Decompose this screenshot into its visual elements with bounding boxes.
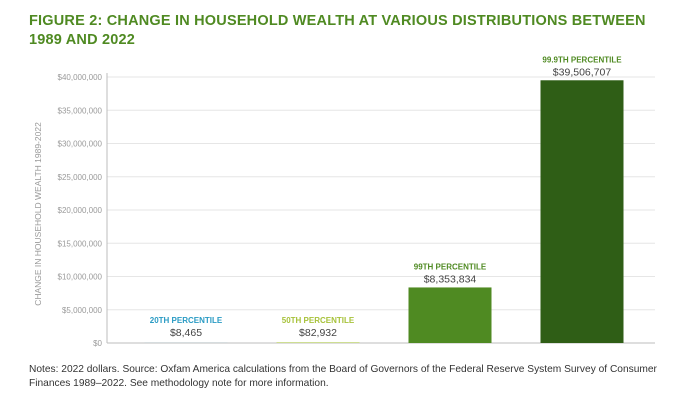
bar — [276, 342, 360, 343]
bar-chart: $0 $5,000,000 $10,000,000 $15,000,000 $20,00… — [33, 55, 655, 348]
y-tick-label: $30,000,000 — [58, 140, 103, 149]
y-axis-label: CHANGE IN HOUSEHOLD WEALTH 1989-2022 — [33, 122, 43, 306]
chart-title: FIGURE 2: CHANGE IN HOUSEHOLD WEALTH AT … — [29, 13, 646, 48]
y-axis-ticks: $0 $5,000,000 $10,000,000 $15,000,000 $20,00… — [58, 73, 103, 348]
bar-category-label: 50TH PERCENTILE — [282, 316, 355, 325]
bars — [144, 80, 624, 343]
y-tick-label: $40,000,000 — [58, 73, 103, 82]
bar — [408, 287, 492, 343]
bar-value-label: $82,932 — [299, 327, 337, 339]
y-tick-label: $15,000,000 — [58, 239, 103, 248]
y-tick-label: $35,000,000 — [58, 106, 103, 115]
bar-value-label: $8,465 — [170, 327, 202, 339]
bar-category-label: 99TH PERCENTILE — [414, 262, 487, 271]
bar-labels: $8,465 20TH PERCENTILE $82,932 50TH PERCENT… — [150, 55, 622, 339]
y-tick-label: $5,000,000 — [62, 306, 103, 315]
y-tick-label: $20,000,000 — [58, 206, 103, 215]
bar-category-label: 20TH PERCENTILE — [150, 316, 223, 325]
y-tick-label: $10,000,000 — [58, 273, 103, 282]
bar-value-label: $39,506,707 — [553, 66, 612, 78]
y-tick-label: $25,000,000 — [58, 173, 103, 182]
bar-value-label: $8,353,834 — [424, 273, 477, 285]
y-tick-label: $0 — [93, 339, 102, 348]
source-notes: Notes: 2022 dollars. Source: Oxfam Ameri… — [29, 364, 657, 389]
bar — [540, 80, 624, 343]
bar-category-label: 99.9TH PERCENTILE — [542, 55, 622, 64]
